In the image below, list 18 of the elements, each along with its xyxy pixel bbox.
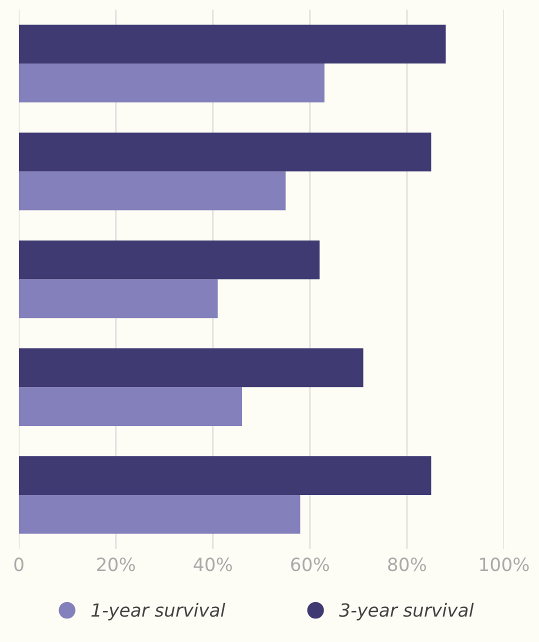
bar <box>18 387 242 426</box>
x-tick-label: 0 <box>14 558 24 572</box>
x-tick-label: 20% <box>97 558 135 572</box>
bar <box>18 171 286 210</box>
bar <box>18 494 300 534</box>
bar <box>18 24 446 64</box>
legend-label: 3-year survival <box>339 602 474 620</box>
bar <box>18 240 320 280</box>
bar <box>18 348 364 388</box>
bar <box>18 132 432 172</box>
bar <box>18 64 324 102</box>
x-tick-label: 100% <box>480 558 529 572</box>
legend-label: 1-year survival <box>91 602 226 620</box>
x-tick-label: 60% <box>291 558 329 572</box>
bar <box>18 456 432 495</box>
bar <box>18 279 218 318</box>
x-tick-label: 40% <box>194 558 232 572</box>
x-tick-label: 80% <box>388 558 426 572</box>
